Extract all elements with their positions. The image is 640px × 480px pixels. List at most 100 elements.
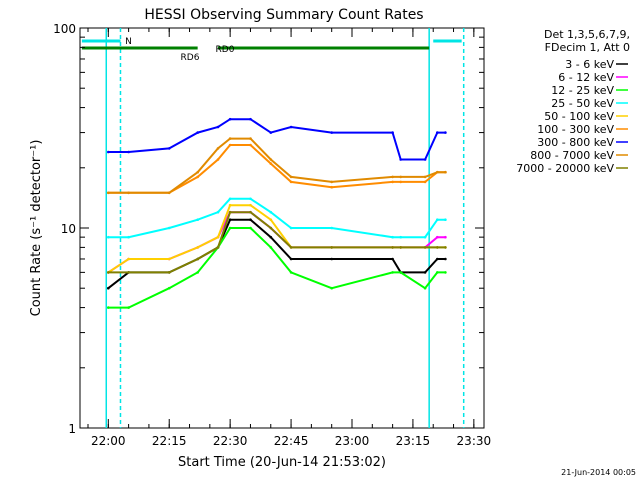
series-point (249, 117, 252, 121)
series-point (228, 137, 232, 140)
series-point (127, 235, 130, 239)
series-point (269, 246, 273, 249)
series-point (436, 170, 439, 174)
legend-entry-label: 100 - 300 keV (537, 123, 614, 136)
series-point (269, 218, 273, 221)
series-point (399, 180, 403, 184)
series-point (228, 226, 232, 230)
series-point (127, 271, 130, 274)
y-tick-label: 1 (68, 422, 76, 436)
series-point (436, 218, 439, 221)
series-point (216, 158, 220, 161)
series-point (127, 191, 130, 195)
series-point (249, 197, 252, 201)
y-tick-label: 100 (53, 22, 76, 36)
series-point (196, 257, 199, 261)
series-point (196, 218, 199, 221)
series-point (423, 175, 427, 179)
series-point (269, 131, 273, 134)
series-point (289, 175, 293, 179)
series-point (167, 191, 171, 195)
series-point (436, 235, 439, 239)
legend-entry-label: 7000 - 20000 keV (516, 162, 614, 175)
series-point (444, 170, 447, 174)
series-point (269, 210, 273, 214)
series-point (196, 271, 199, 274)
series-point (249, 143, 252, 147)
legend-entry-label: 6 - 12 keV (558, 71, 614, 84)
series-point (289, 246, 293, 249)
series-point (228, 143, 232, 147)
x-axis: 22:00 22:15 22:30 22:45 23:00 23:15 23:30 (87, 28, 491, 448)
series-layer (107, 117, 447, 309)
series-point (423, 158, 427, 161)
series-point (249, 203, 252, 207)
series-point (196, 175, 199, 179)
series-point (167, 257, 171, 261)
series-point (444, 246, 447, 249)
series-point (228, 210, 232, 214)
legend-header-2: FDecim 1, Att 0 (545, 41, 630, 54)
series-point (216, 147, 220, 150)
series-point (444, 131, 447, 134)
series-point (444, 257, 447, 261)
series-point (269, 158, 273, 161)
series-point (391, 235, 394, 239)
series-point (249, 226, 252, 230)
footer-timestamp: 21-Jun-2014 00:05 (561, 468, 636, 477)
x-axis-label: Start Time (20-Jun-14 21:53:02) (178, 455, 386, 470)
series-point (330, 131, 334, 134)
instrument-annotations: N RD6 RD0 (81, 28, 465, 428)
x-tick-label: 23:00 (335, 434, 370, 448)
series-point (289, 125, 293, 129)
series-point (289, 271, 293, 274)
annotation-label: N (125, 37, 132, 47)
series-point (391, 180, 394, 184)
series-point (399, 271, 403, 274)
series-point (269, 162, 273, 165)
series-point (196, 131, 199, 134)
series-point (127, 306, 130, 309)
x-tick-label: 22:15 (152, 434, 187, 448)
series-point (444, 218, 447, 221)
series-point (216, 210, 220, 214)
series-point (228, 218, 232, 221)
series-point (391, 175, 394, 179)
series-point (228, 197, 232, 201)
series-point (228, 117, 232, 121)
series-point (399, 175, 403, 179)
series-point (330, 226, 334, 230)
series-point (107, 306, 110, 309)
plot-area: N RD6 RD0 22:00 22:15 22:30 22:45 23:00 23:15 23… (53, 22, 491, 448)
series-point (330, 246, 334, 249)
y-axis-label: Count Rate (s⁻¹ detector⁻¹) (29, 140, 44, 317)
series-point (249, 210, 252, 214)
series-point (269, 226, 273, 230)
legend-entry-label: 12 - 25 keV (551, 84, 614, 97)
series-point (423, 246, 427, 249)
series-point (228, 203, 232, 207)
series-point (391, 246, 394, 249)
series-point (436, 246, 439, 249)
annotation-label: RD6 (181, 53, 200, 63)
series-point (289, 226, 293, 230)
legend-header-1: Det 1,3,5,6,7,9, (544, 28, 630, 41)
series-point (269, 235, 273, 239)
series-line-5 (108, 144, 446, 194)
x-tick-label: 22:45 (274, 434, 309, 448)
series-point (330, 185, 334, 189)
legend-entry-label: 800 - 7000 keV (530, 149, 614, 162)
series-point (249, 137, 252, 140)
series-point (167, 226, 171, 230)
series-point (444, 271, 447, 274)
series-point (330, 286, 334, 290)
series-point (423, 286, 427, 290)
series-point (216, 246, 220, 249)
series-point (216, 125, 220, 129)
series-point (289, 257, 293, 261)
series-point (107, 271, 110, 274)
series-point (436, 257, 439, 261)
series-point (423, 235, 427, 239)
x-tick-label: 23:15 (396, 434, 431, 448)
